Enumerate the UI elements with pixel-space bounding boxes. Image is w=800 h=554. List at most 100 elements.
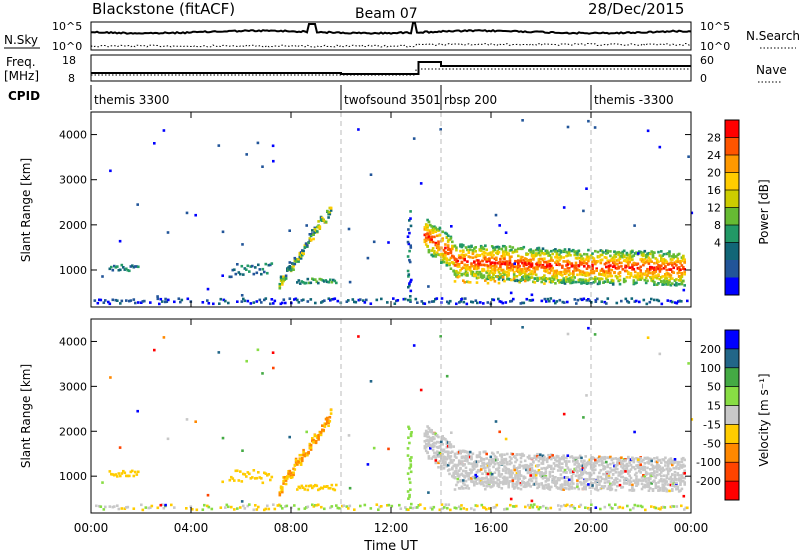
range-gate-cell bbox=[598, 281, 601, 284]
range-gate-cell bbox=[621, 471, 625, 474]
range-gate-cell bbox=[273, 507, 277, 511]
range-gate-cell bbox=[494, 213, 498, 217]
range-gate-cell bbox=[551, 266, 554, 270]
range-gate-cell bbox=[515, 269, 519, 273]
range-gate-cell bbox=[657, 264, 660, 267]
x-tick-label: 08:00 bbox=[274, 521, 309, 535]
range-gate-cell bbox=[323, 280, 326, 283]
range-gate-cell bbox=[123, 268, 127, 271]
range-gate-cell bbox=[134, 301, 137, 305]
range-gate-cell bbox=[616, 461, 619, 464]
range-gate-cell bbox=[297, 301, 301, 304]
range-gate-cell bbox=[618, 473, 622, 476]
range-gate-cell bbox=[484, 244, 487, 248]
range-gate-cell bbox=[480, 503, 484, 507]
range-gate-cell bbox=[510, 299, 514, 303]
range-gate-cell bbox=[101, 275, 104, 278]
range-gate-cell bbox=[492, 480, 495, 484]
range-gate-cell bbox=[471, 462, 475, 466]
range-gate-cell bbox=[500, 459, 504, 463]
range-gate-cell bbox=[419, 182, 423, 185]
range-gate-cell bbox=[427, 250, 431, 254]
range-gate-cell bbox=[245, 153, 248, 156]
range-gate-cell bbox=[302, 281, 305, 284]
range-gate-cell bbox=[457, 254, 461, 257]
range-gate-cell bbox=[327, 424, 330, 427]
range-gate-cell bbox=[654, 483, 658, 487]
range-gate-cell bbox=[512, 250, 516, 254]
range-gate-cell bbox=[490, 256, 494, 259]
cpid-segment-label: twofsound 3501 bbox=[344, 93, 441, 107]
range-gate-cell bbox=[511, 471, 515, 475]
range-gate-cell bbox=[620, 456, 623, 459]
range-gate-cell bbox=[408, 457, 412, 461]
range-gate-cell bbox=[548, 277, 552, 281]
range-gate-cell bbox=[611, 283, 615, 286]
range-gate-cell bbox=[499, 276, 502, 279]
range-gate-cell bbox=[610, 469, 614, 472]
range-gate-cell bbox=[569, 482, 572, 485]
range-gate-cell bbox=[475, 460, 479, 464]
range-gate-cell bbox=[444, 257, 447, 260]
range-gate-cell bbox=[431, 508, 434, 511]
range-gate-cell bbox=[423, 434, 427, 438]
range-gate-cell bbox=[665, 474, 669, 477]
range-gate-cell bbox=[304, 242, 308, 245]
range-gate-cell bbox=[221, 436, 225, 440]
range-gate-cell bbox=[544, 279, 548, 283]
range-gate-cell bbox=[448, 461, 451, 465]
range-gate-cell bbox=[581, 471, 585, 474]
range-gate-cell bbox=[303, 282, 307, 285]
range-gate-cell bbox=[515, 504, 518, 508]
range-gate-cell bbox=[627, 261, 630, 265]
range-gate-cell bbox=[584, 465, 587, 469]
range-gate-cell bbox=[587, 271, 590, 275]
range-gate-cell bbox=[515, 474, 519, 477]
range-gate-cell bbox=[369, 173, 373, 176]
range-gate-cell bbox=[435, 251, 439, 254]
colorbar-block bbox=[725, 120, 739, 138]
range-gate-cell bbox=[521, 276, 524, 279]
range-gate-cell bbox=[529, 477, 532, 480]
range-gate-cell bbox=[544, 252, 548, 255]
range-gate-cell bbox=[513, 468, 516, 472]
range-gate-cell bbox=[616, 484, 619, 488]
range-gate-cell bbox=[464, 265, 468, 269]
range-gate-cell bbox=[288, 297, 292, 300]
range-gate-cell bbox=[577, 456, 581, 460]
range-gate-cell bbox=[489, 455, 493, 459]
range-gate-cell bbox=[603, 505, 607, 509]
range-gate-cell bbox=[476, 504, 479, 508]
range-gate-cell bbox=[501, 482, 505, 486]
range-gate-cell bbox=[660, 467, 663, 471]
range-gate-cell bbox=[500, 458, 504, 461]
x-tick-label: 00:00 bbox=[74, 521, 109, 535]
range-gate-cell bbox=[562, 280, 565, 283]
range-gate-cell bbox=[117, 507, 121, 511]
range-gate-cell bbox=[380, 297, 383, 301]
range-gate-cell bbox=[607, 264, 611, 268]
range-gate-cell bbox=[600, 459, 604, 463]
range-gate-cell bbox=[453, 464, 457, 467]
range-gate-cell bbox=[679, 478, 682, 481]
range-gate-cell bbox=[658, 473, 662, 476]
range-gate-cell bbox=[424, 228, 428, 231]
range-gate-cell bbox=[598, 459, 601, 462]
range-gate-cell bbox=[660, 276, 663, 279]
range-gate-cell bbox=[596, 460, 600, 463]
range-gate-cell bbox=[329, 408, 333, 412]
range-gate-cell bbox=[654, 270, 658, 273]
range-gate-cell bbox=[669, 261, 673, 264]
range-gate-cell bbox=[580, 476, 583, 480]
range-gate-cell bbox=[345, 300, 349, 303]
range-gate-cell bbox=[147, 506, 151, 510]
range-gate-cell bbox=[497, 281, 501, 285]
range-gate-cell bbox=[639, 479, 642, 482]
range-gate-cell bbox=[467, 255, 471, 258]
range-gate-cell bbox=[567, 273, 571, 277]
range-gate-cell bbox=[449, 248, 453, 252]
range-gate-cell bbox=[655, 456, 659, 460]
range-gate-cell bbox=[390, 504, 394, 508]
range-gate-cell bbox=[554, 274, 557, 277]
